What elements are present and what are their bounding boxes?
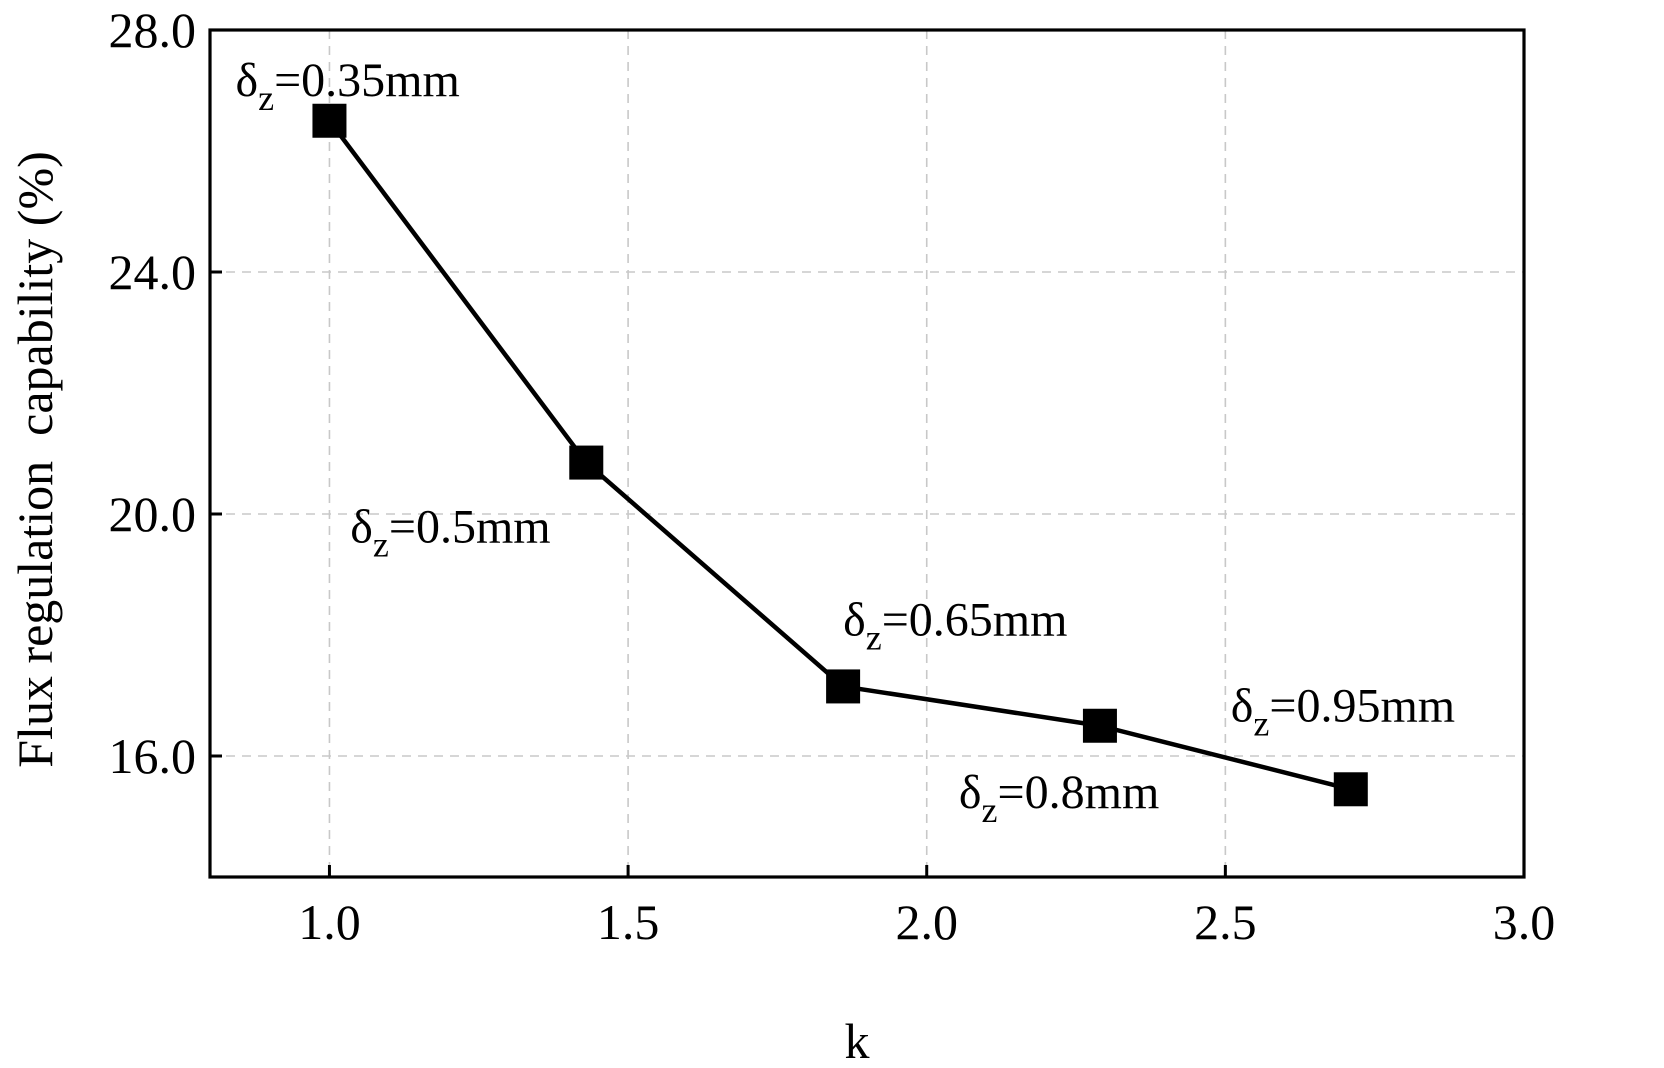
annotation-layer: δz=0.35mmδz=0.5mmδz=0.65mmδz=0.8mmδz=0.9…: [235, 54, 1455, 830]
data-point: [1082, 708, 1117, 743]
grid-layer: [210, 30, 1524, 877]
x-tick-label: 2.5: [1194, 894, 1257, 950]
data-point: [1333, 772, 1368, 807]
x-tick-label: 1.0: [298, 894, 361, 950]
annotation-value: =0.65mm: [882, 593, 1068, 646]
plot-frame: [208, 28, 1526, 879]
annotation-symbol: δ: [1231, 679, 1254, 732]
annotation-value: =0.8mm: [998, 766, 1160, 819]
annotation-subscript: z: [866, 617, 882, 657]
annotation-value: =0.95mm: [1269, 679, 1455, 732]
point-annotation: δz=0.35mm: [235, 54, 459, 118]
data-point: [826, 669, 861, 704]
y-tick-label: 20.0: [109, 486, 197, 542]
data-point: [569, 445, 604, 480]
annotation-symbol: δ: [959, 766, 982, 819]
x-tick-label: 3.0: [1493, 894, 1556, 950]
annotation-value: =0.35mm: [274, 54, 460, 107]
x-tick-label: 1.5: [597, 894, 660, 950]
point-annotation: δz=0.95mm: [1231, 679, 1455, 743]
annotation-symbol: δ: [350, 501, 373, 554]
point-annotation: δz=0.5mm: [350, 501, 550, 565]
annotation-subscript: z: [1253, 703, 1269, 743]
data-point: [312, 103, 347, 138]
y-tick-label: 28.0: [109, 2, 197, 58]
annotation-subscript: z: [258, 78, 274, 118]
y-tick-label: 16.0: [109, 728, 197, 784]
annotation-symbol: δ: [235, 54, 258, 107]
series-layer: [312, 103, 1368, 807]
x-tick-label: 2.0: [895, 894, 958, 950]
annotation-subscript: z: [982, 790, 998, 830]
axis-layer: 1.0 1.5 2.0 2.5 3.0 16.0 20.0 24.0 28.0: [109, 2, 1556, 950]
annotation-value: =0.5mm: [389, 501, 551, 554]
annotation-subscript: z: [373, 525, 389, 565]
annotation-symbol: δ: [843, 593, 866, 646]
point-annotation: δz=0.65mm: [843, 593, 1067, 657]
point-annotation: δz=0.8mm: [959, 766, 1159, 830]
y-tick-label: 24.0: [109, 244, 197, 300]
y-axis-title: Flux regulation capability (%): [7, 151, 63, 768]
x-axis-title: k: [845, 1013, 870, 1068]
